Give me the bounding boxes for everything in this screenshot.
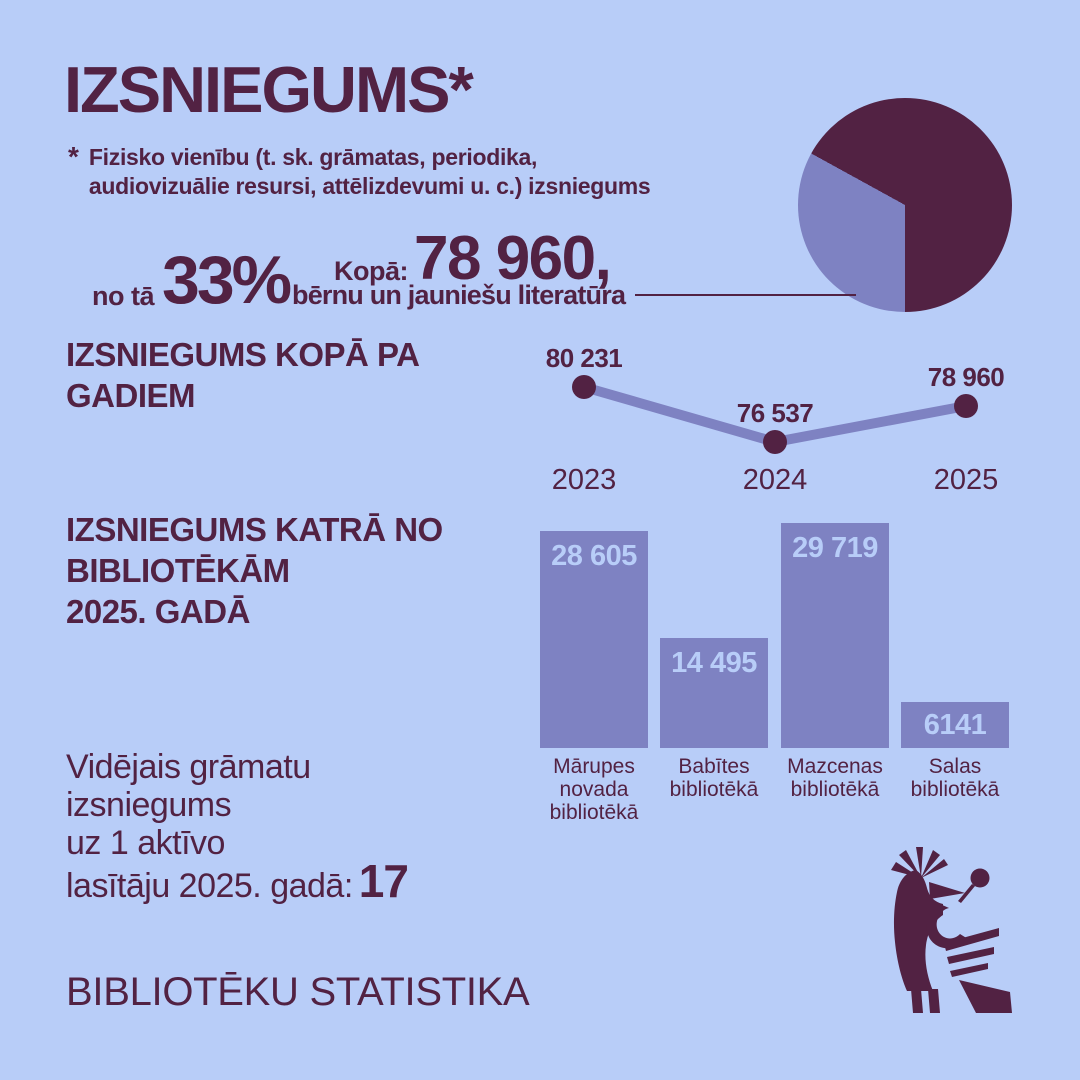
bar-value-label: 6141 — [923, 709, 987, 741]
footnote: * Fizisko vienību (t. sk. grāmatas, peri… — [68, 141, 651, 201]
bar-chart: 28 605 Mārupes novada bibliotēkā 14 495 Babīt… — [540, 510, 1010, 840]
bird-crest-ray — [921, 850, 940, 878]
average-line-4: lasītāju 2025. gadā: 17 — [66, 858, 409, 905]
x-axis-label: 2025 — [933, 464, 999, 496]
highlight-description-row: bērnu un jauniešu literatūra — [292, 277, 856, 313]
average-value: 17 — [358, 855, 409, 907]
line-chart: 80 231 76 537 78 960 2023 2024 2025 — [530, 338, 1020, 513]
total-label: Kopā: — [334, 256, 409, 286]
bar-category-line: bibliotēkā — [910, 778, 1000, 801]
total-value: 78 960, — [414, 224, 612, 293]
bar-category-line: Salas — [928, 755, 982, 778]
bar-Salas — [901, 702, 1009, 748]
pie-chart — [798, 98, 1012, 312]
section-title-libraries-line-2: BIBLIOTĒKĀM — [66, 552, 290, 589]
highlight-description: bērnu un jauniešu literatūra — [292, 279, 626, 310]
bar-category-line: Mārupes — [553, 755, 635, 778]
bird-leg — [911, 989, 923, 1013]
average-line-1: Vidējais grāmatu — [66, 748, 311, 786]
bird-crest-ray — [921, 859, 948, 878]
x-axis-label: 2024 — [742, 464, 808, 496]
footnote-text: Fizisko vienību (t. sk. grāmatas, period… — [89, 143, 651, 201]
line-chart-canvas — [572, 375, 978, 454]
average-line-4-prefix: lasītāju 2025. gadā: — [66, 867, 353, 905]
bar-category-label: Mazcenas bibliotēkā — [770, 755, 900, 801]
bar-category-line: bibliotēkā — [790, 778, 880, 801]
data-point-2025 — [954, 394, 978, 418]
bird-chest-curl — [926, 904, 968, 949]
bar-Mārupes — [540, 531, 648, 748]
section-title-libraries: IZSNIEGUMS KATRĀ NO BIBLIOTĒKĀM 2025. GA… — [66, 509, 443, 632]
bar-value-label: 14 495 — [671, 647, 757, 679]
bar-Babītes — [660, 638, 768, 748]
bar-Mazcenas — [781, 523, 889, 748]
bird-tail-wedge — [959, 980, 1012, 1013]
bar-category-label: Mārupes novada bibliotēkā — [529, 755, 659, 824]
bar-category-label: Babītes bibliotēkā — [649, 755, 779, 801]
section-title-libraries-line-3: 2025. GADĀ — [66, 593, 250, 630]
section-title-years-line-2: GADIEM — [66, 377, 196, 414]
data-point-2024 — [763, 430, 787, 454]
bird-wing-stripe — [947, 947, 994, 964]
bird-body — [893, 870, 943, 991]
x-axis-label: 2023 — [551, 464, 617, 496]
footnote-line-1: Fizisko vienību (t. sk. grāmatas, period… — [88, 144, 538, 170]
bird-wing-stripe — [944, 928, 999, 951]
bar-category-line: Mazcenas — [787, 755, 883, 778]
section-title-libraries-line-1: IZSNIEGUMS KATRĀ NO — [66, 511, 443, 548]
bar-category-line: Babītes — [678, 755, 750, 778]
section-title-years: IZSNIEGUMS KOPĀ PA GADIEM — [66, 334, 420, 416]
average-line-2: izsniegums — [66, 786, 232, 824]
connector-line — [635, 294, 856, 296]
footer-title: BIBLIOTĒKU STATISTIKA — [66, 970, 530, 1014]
highlight-percent: 33% — [162, 242, 292, 318]
bird-leg — [928, 989, 940, 1013]
average-line-3: uz 1 aktīvo — [66, 824, 225, 862]
footnote-asterisk: * — [68, 141, 79, 172]
berry-stem — [958, 884, 975, 903]
berry — [970, 868, 990, 888]
bird-wing-stripe — [950, 963, 988, 977]
footnote-line-2: audiovizuālie resursi, attēlizdevumi u. … — [88, 173, 651, 199]
section-title-years-line-1: IZSNIEGUMS KOPĀ PA — [66, 336, 420, 373]
data-point-2023 — [572, 375, 596, 399]
bird-logo — [891, 847, 1012, 1013]
point-value-label: 78 960 — [927, 362, 1005, 392]
bird-beak — [929, 882, 965, 899]
average-text: Vidējais grāmatu izsniegums uz 1 aktīvo … — [66, 748, 409, 905]
bar-category-line: bibliotēkā — [669, 778, 759, 801]
bar-value-label: 28 605 — [551, 540, 637, 572]
point-value-label: 76 537 — [736, 398, 814, 428]
highlight-prefix: no tā — [92, 281, 155, 311]
bar-category-label: Salas bibliotēkā — [890, 755, 1020, 801]
bird-crest-ray — [916, 847, 923, 878]
bar-category-line: novada — [559, 778, 629, 801]
bar-value-label: 29 719 — [792, 532, 878, 564]
point-value-label: 80 231 — [545, 343, 623, 373]
page-title: IZSNIEGUMS* — [64, 53, 474, 126]
bar-category-line: bibliotēkā — [549, 801, 639, 824]
